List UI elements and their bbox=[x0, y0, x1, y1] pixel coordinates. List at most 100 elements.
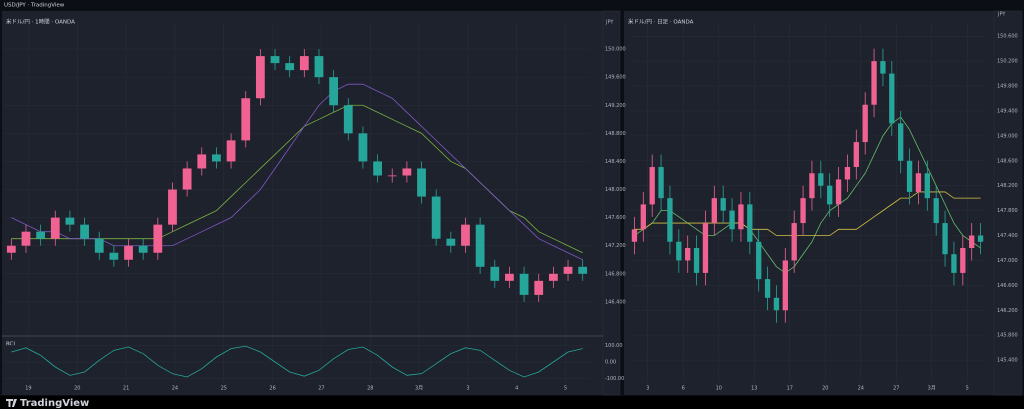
y-tick-label: 147.400 bbox=[997, 233, 1018, 239]
header-title: USD/JPY · TradingView bbox=[4, 3, 65, 9]
x-tick-label: 25 bbox=[221, 386, 227, 392]
x-tick-label: 3 bbox=[646, 386, 649, 392]
candle-body bbox=[6, 245, 16, 253]
oscillator-line bbox=[11, 345, 583, 378]
x-tick-label: 21 bbox=[123, 386, 129, 392]
y-tick-label: 146.600 bbox=[997, 283, 1018, 289]
ma-line bbox=[11, 83, 583, 261]
candle-body bbox=[417, 168, 426, 197]
x-tick-label: 5 bbox=[564, 386, 567, 392]
candle-body bbox=[153, 224, 163, 253]
candle-body bbox=[314, 56, 324, 78]
candle-body bbox=[402, 168, 412, 176]
x-tick-label: 4 bbox=[515, 386, 518, 392]
y-tick-label: 149.200 bbox=[605, 103, 626, 109]
x-tick-label: 20 bbox=[822, 386, 828, 392]
x-tick-label: 17 bbox=[787, 386, 793, 392]
candle-body bbox=[138, 245, 148, 253]
y-tick-label: 149.800 bbox=[997, 84, 1018, 90]
candle-body bbox=[505, 273, 514, 281]
candle-body bbox=[563, 266, 573, 274]
y-tick-label: 146.400 bbox=[605, 299, 626, 305]
y-tick-label: 147.800 bbox=[997, 208, 1018, 214]
y-tick-label: 147.200 bbox=[605, 243, 626, 249]
candle-body bbox=[226, 140, 236, 162]
candle-body bbox=[285, 63, 295, 71]
candle-body bbox=[764, 279, 771, 298]
x-tick-label: 3 bbox=[466, 386, 469, 392]
left-symbol: 米ドル/円 · 1時間 · OANDA bbox=[6, 18, 75, 26]
candle-body bbox=[960, 247, 966, 273]
brand-logo bbox=[6, 399, 17, 407]
right-panel bbox=[624, 11, 994, 395]
candle-body bbox=[299, 56, 309, 71]
candle-body bbox=[197, 154, 207, 169]
y-tick-label: 148.200 bbox=[997, 183, 1018, 189]
candle-body bbox=[50, 217, 60, 239]
x-tick-label: 10 bbox=[716, 386, 722, 392]
candle-body bbox=[827, 185, 833, 205]
x-tick-label: 6 bbox=[682, 386, 685, 392]
right-axis bbox=[993, 10, 1023, 396]
candle-body bbox=[809, 173, 815, 199]
candle-body bbox=[898, 123, 904, 161]
candle-body bbox=[756, 241, 762, 280]
candle-body bbox=[729, 210, 735, 230]
candle-body bbox=[933, 198, 939, 224]
candle-body bbox=[791, 223, 797, 261]
x-tick-label: 5 bbox=[966, 386, 969, 392]
candle-body bbox=[182, 168, 192, 190]
candle-body bbox=[871, 61, 877, 105]
candle-body bbox=[80, 224, 89, 239]
candle-body bbox=[915, 173, 922, 192]
y-tick-label: 150.600 bbox=[997, 34, 1018, 40]
x-tick-label: 28 bbox=[367, 386, 373, 392]
x-tick-label: 26 bbox=[269, 386, 275, 392]
footer-bar bbox=[0, 396, 1024, 409]
x-tick-label: 20 bbox=[74, 386, 80, 392]
candle-body bbox=[578, 266, 588, 274]
left-panel bbox=[2, 11, 603, 395]
candle-body bbox=[446, 238, 456, 246]
ma-line bbox=[634, 191, 981, 236]
candle-body bbox=[835, 179, 842, 205]
y-tick-label: 146.200 bbox=[997, 308, 1018, 314]
candle-body bbox=[942, 223, 948, 255]
candle-body bbox=[241, 98, 251, 141]
candle-body bbox=[773, 297, 780, 311]
candle-body bbox=[387, 175, 397, 177]
candle-body bbox=[738, 204, 744, 230]
candle-body bbox=[658, 167, 664, 199]
y-tick-label: 146.800 bbox=[605, 271, 626, 277]
y-tick-label: 150.000 bbox=[605, 47, 626, 53]
candle-body bbox=[36, 231, 46, 239]
ma-line bbox=[634, 116, 981, 274]
y-tick-label: 149.400 bbox=[997, 108, 1018, 114]
x-tick-label: 24 bbox=[858, 386, 864, 392]
candle-body bbox=[461, 224, 470, 246]
candle-body bbox=[65, 217, 75, 225]
candle-body bbox=[358, 133, 368, 162]
candle-body bbox=[534, 280, 544, 295]
candle-body bbox=[373, 161, 382, 176]
y-tick-label: 148.800 bbox=[605, 131, 626, 137]
left-axis bbox=[602, 10, 621, 396]
candle-body bbox=[676, 241, 682, 261]
y-tick-label: 145.800 bbox=[997, 333, 1018, 339]
y-tick-label: 147.600 bbox=[605, 215, 626, 221]
y-tick-label: 149.600 bbox=[605, 75, 626, 81]
x-tick-label: 24 bbox=[172, 386, 178, 392]
candle-body bbox=[94, 238, 104, 253]
x-tick-label: 27 bbox=[318, 386, 324, 392]
candle-body bbox=[889, 73, 895, 124]
candle-body bbox=[906, 160, 913, 192]
candle-body bbox=[924, 173, 930, 199]
candle-body bbox=[782, 260, 788, 311]
candle-body bbox=[168, 189, 177, 225]
candle-body bbox=[649, 167, 655, 205]
brand-name: TradingView bbox=[20, 398, 89, 409]
candle-body bbox=[475, 224, 485, 267]
candle-body bbox=[640, 204, 646, 230]
candle-body bbox=[270, 56, 280, 64]
